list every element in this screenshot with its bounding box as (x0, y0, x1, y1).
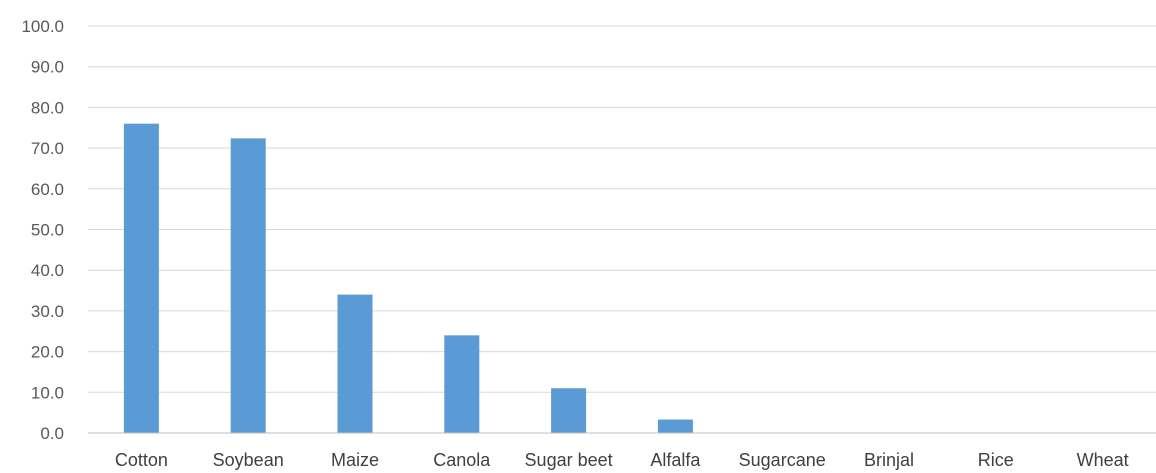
x-tick-label: Sugar beet (525, 450, 613, 470)
y-axis-ticks: 0.0 10.0 20.0 30.0 40.0 50.0 60.0 70.0 80.0 90.0 1… (21, 17, 64, 443)
gridlines (88, 25, 1156, 393)
x-tick-label: Alfalfa (650, 450, 701, 470)
y-tick-label: 90.0 (31, 58, 64, 77)
x-tick-label: Rice (978, 450, 1014, 470)
y-tick-label: 80.0 (31, 98, 64, 117)
bars (123, 123, 693, 434)
y-tick-label: 70.0 (31, 139, 64, 158)
x-tick-label: Canola (433, 450, 491, 470)
x-tick-label: Sugarcane (739, 450, 826, 470)
bar-soybean (230, 138, 266, 433)
y-tick-label: 10.0 (31, 383, 64, 402)
y-tick-label: 20.0 (31, 343, 64, 362)
bar-sugar-beet (551, 388, 587, 433)
y-tick-label: 0.0 (40, 424, 64, 443)
x-tick-label: Maize (331, 450, 379, 470)
bar-cotton (123, 123, 159, 434)
y-tick-label: 60.0 (31, 180, 64, 199)
x-axis-ticks: Cotton Soybean Maize Canola Sugar beet Alfalf… (115, 450, 1129, 470)
x-tick-label: Brinjal (864, 450, 914, 470)
x-tick-label: Cotton (115, 450, 168, 470)
y-tick-label: 50.0 (31, 221, 64, 240)
y-tick-label: 30.0 (31, 302, 64, 321)
y-tick-label: 40.0 (31, 261, 64, 280)
bar-alfalfa (657, 419, 693, 433)
bar-canola (444, 335, 480, 433)
y-tick-label: 100.0 (21, 17, 64, 36)
bar-maize (337, 294, 373, 433)
x-tick-label: Wheat (1077, 450, 1129, 470)
x-tick-label: Soybean (213, 450, 284, 470)
